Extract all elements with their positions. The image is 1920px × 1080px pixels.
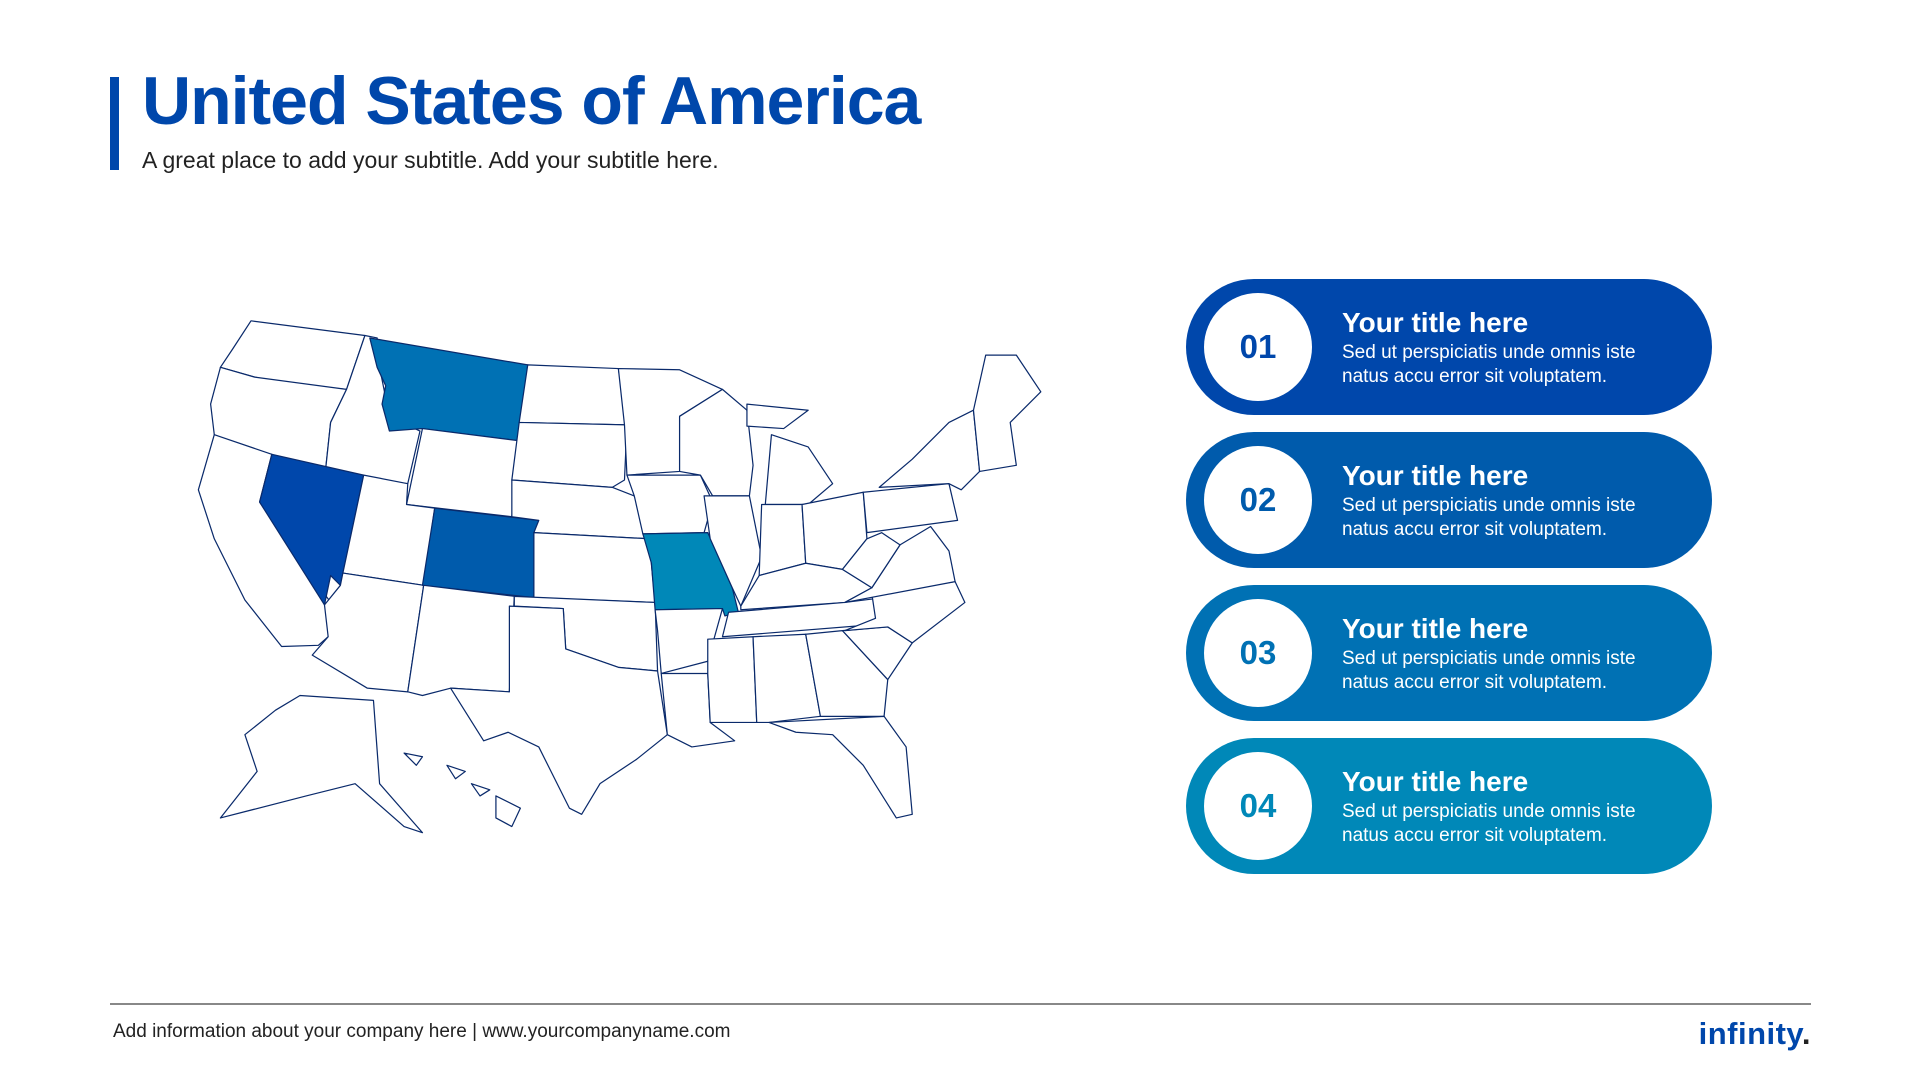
state-ks xyxy=(533,532,656,604)
card-number: 01 xyxy=(1204,293,1312,401)
state-ny xyxy=(878,409,981,491)
card-body: Sed ut perspiciatis unde omnis iste natu… xyxy=(1342,495,1636,540)
info-card-4: 04 Your title here Sed ut perspiciatis u… xyxy=(1186,738,1712,874)
state-tx xyxy=(450,605,668,815)
card-title: Your title here xyxy=(1342,460,1529,491)
state-mi-upper xyxy=(746,403,809,430)
state-nm xyxy=(407,584,515,697)
company-logo: infinity. xyxy=(1699,1016,1811,1052)
state-nd xyxy=(518,364,628,426)
state-mi-lower xyxy=(764,434,834,506)
info-card-3: 03 Your title here Sed ut perspiciatis u… xyxy=(1186,585,1712,721)
card-title: Your title here xyxy=(1342,766,1529,797)
state-hi xyxy=(403,752,522,828)
state-new-england xyxy=(972,354,1042,473)
state-wv xyxy=(841,532,901,589)
footer-divider xyxy=(110,1003,1811,1005)
state-al xyxy=(752,633,822,724)
card-number: 02 xyxy=(1204,446,1312,554)
card-number: 04 xyxy=(1204,752,1312,860)
state-ms xyxy=(707,636,758,724)
logo-text: infinity xyxy=(1698,1016,1802,1051)
state-ga xyxy=(805,630,889,717)
info-card-2: 02 Your title here Sed ut perspiciatis u… xyxy=(1186,432,1712,568)
page-title: United States of America xyxy=(142,63,921,139)
state-co xyxy=(421,507,540,599)
state-mt xyxy=(369,337,529,442)
state-pa xyxy=(862,483,959,534)
card-title: Your title here xyxy=(1342,307,1529,338)
state-ak xyxy=(219,694,424,834)
card-title: Your title here xyxy=(1342,613,1529,644)
state-wy xyxy=(405,427,520,518)
card-body: Sed ut perspiciatis unde omnis iste natu… xyxy=(1342,648,1636,693)
card-body: Sed ut perspiciatis unde omnis iste natu… xyxy=(1342,342,1636,387)
card-body: Sed ut perspiciatis unde omnis iste natu… xyxy=(1342,801,1636,846)
card-number: 03 xyxy=(1204,599,1312,707)
title-accent-bar xyxy=(110,77,119,170)
page-subtitle: A great place to add your subtitle. Add … xyxy=(142,147,719,173)
state-az xyxy=(311,572,425,693)
state-ar xyxy=(654,607,724,675)
state-sd xyxy=(511,421,628,488)
logo-dot: . xyxy=(1801,1016,1811,1051)
info-card-1: 01 Your title here Sed ut perspiciatis u… xyxy=(1186,279,1712,415)
state-fl xyxy=(768,715,913,819)
footer-text: Add information about your company here … xyxy=(113,1021,731,1042)
